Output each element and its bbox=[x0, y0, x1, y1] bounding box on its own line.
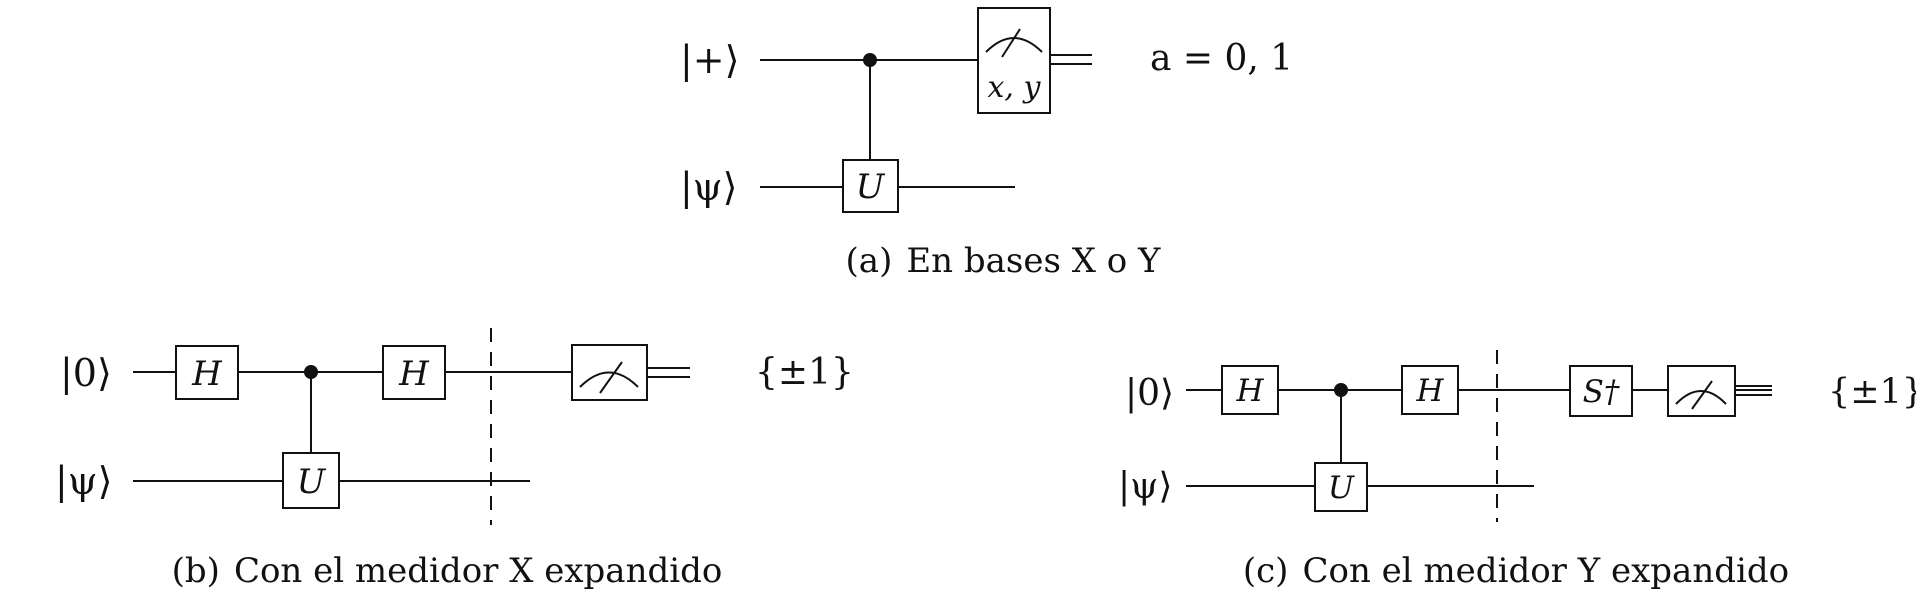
outcome-label: {±1} bbox=[1828, 372, 1916, 412]
gate-u-label: U bbox=[297, 462, 327, 502]
input-state-zero: |0⟩ bbox=[1125, 373, 1174, 414]
caption-b: (b) Con el medidor X expandido bbox=[172, 551, 723, 591]
meter-arc-icon bbox=[579, 371, 639, 388]
control-dot bbox=[304, 365, 318, 379]
input-state-psi: |ψ⟩ bbox=[1118, 466, 1172, 507]
circuit-c: |0⟩ |ψ⟩ H H U S† {±1} (c) Con el medidor … bbox=[1118, 350, 1916, 591]
caption-c-tag: (c) bbox=[1243, 551, 1289, 591]
gate-u bbox=[282, 452, 340, 509]
caption-a-tag: (a) bbox=[846, 241, 893, 281]
gate-h-2-label: H bbox=[398, 354, 430, 394]
gate-u-label: U bbox=[856, 167, 886, 207]
meter-needle-icon bbox=[599, 361, 623, 394]
caption-a-text: En bases X o Y bbox=[906, 241, 1161, 281]
gate-u bbox=[842, 159, 899, 213]
input-state-zero: |0⟩ bbox=[60, 351, 112, 395]
caption-a: (a) En bases X o Y bbox=[846, 241, 1161, 281]
circuit-a: |+⟩ |ψ⟩ U x, y a = 0, 1 (a) En bases X o … bbox=[680, 7, 1293, 281]
input-state-psi: |ψ⟩ bbox=[55, 459, 112, 503]
caption-c-text: Con el medidor Y expandido bbox=[1302, 551, 1789, 591]
gate-h-1 bbox=[175, 345, 239, 400]
gate-s-dagger bbox=[1569, 365, 1633, 417]
outcome-label: a = 0, 1 bbox=[1150, 38, 1293, 79]
meter-label: x, y bbox=[988, 70, 1042, 105]
caption-b-text: Con el medidor X expandido bbox=[234, 551, 722, 591]
gate-s-dagger-label: S† bbox=[1583, 374, 1620, 410]
meter-needle-icon bbox=[1001, 28, 1021, 58]
circuit-b: |0⟩ |ψ⟩ H H U {±1} (b) Con el medidor X e… bbox=[55, 328, 854, 591]
control-dot bbox=[1334, 383, 1348, 397]
gate-h-2 bbox=[1401, 365, 1459, 415]
gate-h-1-label: H bbox=[1235, 373, 1264, 409]
gate-u bbox=[1314, 462, 1368, 512]
gate-h-1-label: H bbox=[191, 354, 223, 394]
gate-h-1 bbox=[1221, 365, 1279, 415]
measurement-box bbox=[977, 7, 1051, 114]
control-dot bbox=[863, 53, 877, 67]
gate-h-2 bbox=[382, 345, 446, 400]
caption-c: (c) Con el medidor Y expandido bbox=[1243, 551, 1789, 591]
outcome-label: {±1} bbox=[755, 352, 854, 393]
caption-b-tag: (b) bbox=[172, 551, 220, 591]
meter-needle-icon bbox=[1691, 380, 1713, 410]
input-state-plus: |+⟩ bbox=[680, 38, 739, 82]
meter-arc-icon bbox=[1675, 390, 1727, 405]
gate-u-label: U bbox=[1328, 470, 1355, 506]
input-state-psi: |ψ⟩ bbox=[680, 165, 737, 209]
gate-h-2-label: H bbox=[1415, 373, 1444, 409]
